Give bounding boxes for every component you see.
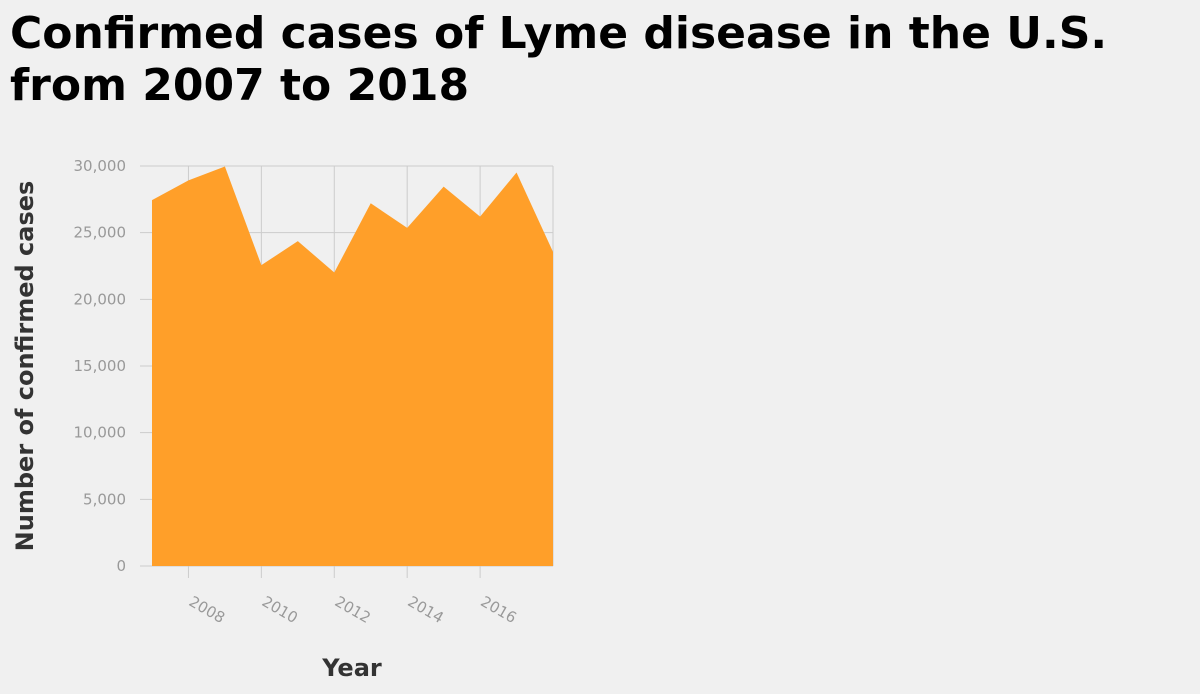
y-tick-label: 10,000 xyxy=(74,424,127,442)
area-series xyxy=(152,166,553,566)
y-tick-label: 25,000 xyxy=(74,224,127,242)
y-tick-label: 0 xyxy=(116,557,126,575)
y-axis-title: Number of confirmed cases xyxy=(11,181,39,552)
x-tick-label: 2010 xyxy=(259,592,301,627)
chart-title: Confirmed cases of Lyme disease in the U… xyxy=(10,8,1108,111)
x-tick-label: 2012 xyxy=(332,592,374,627)
x-axis-title: Year xyxy=(321,654,382,682)
y-tick-label: 15,000 xyxy=(74,357,127,375)
x-tick-label: 2008 xyxy=(186,592,228,627)
x-tick-label: 2014 xyxy=(405,592,447,627)
y-tick-label: 5,000 xyxy=(83,490,126,508)
x-tick-label: 2016 xyxy=(478,592,520,627)
y-tick-label: 20,000 xyxy=(74,290,127,308)
y-tick-label: 30,000 xyxy=(74,157,127,175)
